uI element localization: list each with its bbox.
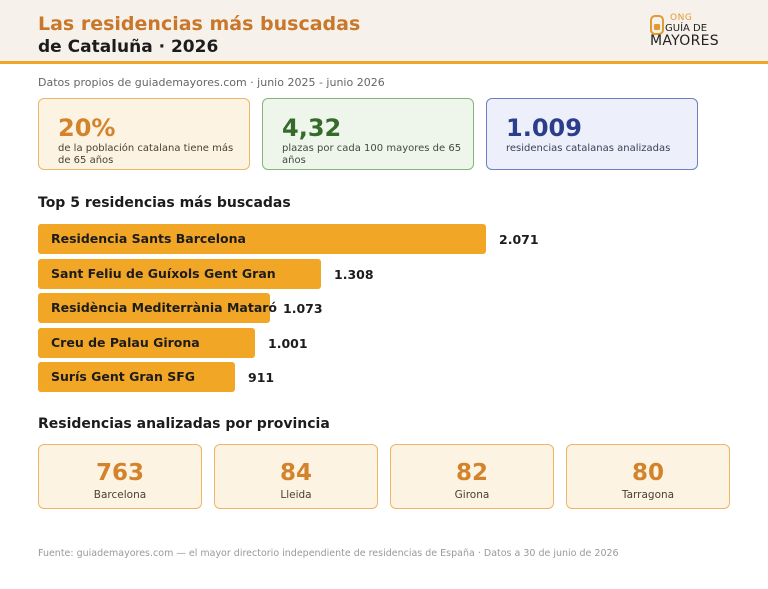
- bar-label: Sant Feliu de Guíxols Gent Gran: [51, 266, 276, 281]
- province-card: 84 Lleida: [214, 444, 378, 509]
- bar-label: Surís Gent Gran SFG: [51, 369, 196, 384]
- bar: [38, 293, 270, 323]
- kpi-card-population: 20% de la población catalana tiene más d…: [38, 98, 250, 170]
- bar: [38, 259, 321, 289]
- bar-label: Residència Mediterrània Mataró: [51, 300, 278, 315]
- logo-mayores-text: MAYORES: [650, 33, 719, 49]
- bar: [38, 328, 255, 358]
- bar-value-label: 2.071: [499, 232, 539, 247]
- kpi-value: 20%: [58, 114, 116, 142]
- province-card: 82 Girona: [390, 444, 554, 509]
- bar-value-label: 911: [248, 370, 275, 385]
- bar-label: Residencia Sants Barcelona: [51, 231, 246, 246]
- data-source-note: Datos propios de guiademayores.com · jun…: [38, 76, 385, 89]
- logo[interactable]: ONG GUÍA DE MAYORES: [648, 11, 728, 51]
- province-count: 80: [631, 460, 664, 486]
- logo-ong-text: ONG: [670, 13, 693, 23]
- page-subtitle: de Cataluña · 2026: [38, 37, 219, 57]
- kpi-description: de la población catalana tiene más de 65…: [58, 143, 234, 166]
- bar-label: Creu de Palau Girona: [51, 335, 200, 350]
- kpi-description: residencias catalanas analizadas: [506, 143, 671, 154]
- page-title: Las residencias más buscadas: [38, 13, 361, 35]
- province-section-title: Residencias analizadas por provincia: [38, 416, 330, 432]
- province-name: Tarragona: [621, 489, 675, 501]
- province-count: 763: [95, 460, 144, 486]
- province-name: Girona: [454, 489, 490, 501]
- province-card: 763 Barcelona: [38, 444, 202, 509]
- bar: [38, 224, 486, 254]
- top5-section-title: Top 5 residencias más buscadas: [38, 195, 291, 211]
- province-card: 80 Tarragona: [566, 444, 730, 509]
- house-icon: [650, 15, 664, 35]
- header: Las residencias más buscadas de Cataluña…: [0, 0, 768, 64]
- kpi-card-places: 4,32 plazas por cada 100 mayores de 65 a…: [262, 98, 474, 170]
- province-name: Barcelona: [93, 489, 147, 501]
- bar-value-label: 1.073: [283, 301, 323, 316]
- bar-value-label: 1.001: [268, 336, 308, 351]
- province-name: Lleida: [280, 489, 312, 501]
- bar: [38, 362, 235, 392]
- province-count: 84: [279, 460, 312, 486]
- bar-value-label: 1.308: [334, 267, 374, 282]
- kpi-card-residences: 1.009 residencias catalanas analizadas: [486, 98, 698, 170]
- footer-source: Fuente: guiademayores.com — el mayor dir…: [38, 548, 619, 559]
- logo-guia-text: GUÍA DE: [665, 23, 708, 34]
- kpi-value: 4,32: [282, 114, 342, 142]
- kpi-value: 1.009: [506, 114, 582, 142]
- province-count: 82: [455, 460, 488, 486]
- kpi-description: plazas por cada 100 mayores de 65 años: [282, 143, 462, 166]
